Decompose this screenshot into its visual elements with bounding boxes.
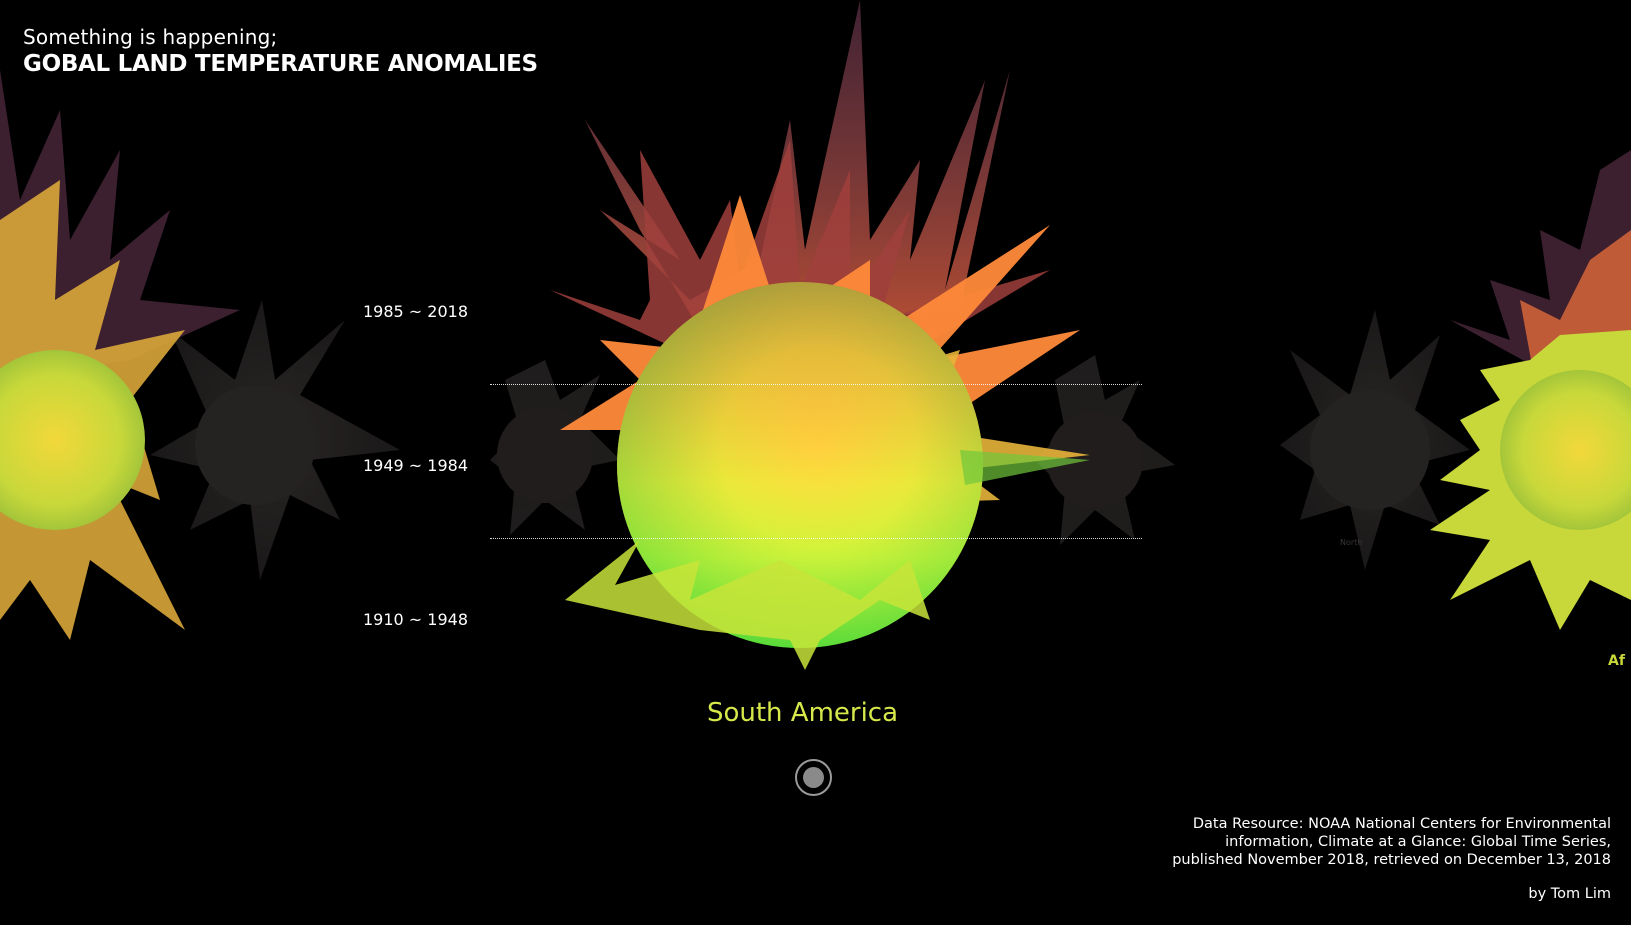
side-globe-left	[0, 70, 240, 640]
page-title: GOBAL LAND TEMPERATURE ANOMALIES	[23, 51, 538, 77]
play-button[interactable]	[795, 759, 832, 796]
page-subtitle: Something is happening;	[23, 25, 278, 49]
region-name: South America	[706, 698, 899, 728]
credits: Data Resource: NOAA National Centers for…	[1051, 815, 1611, 869]
side-globe-right	[1430, 150, 1631, 630]
author-credit: by Tom Lim	[1528, 886, 1611, 902]
era-divider-lower	[490, 538, 1142, 539]
background-globe-center-right	[1035, 355, 1175, 545]
record-circle-icon	[803, 767, 824, 788]
background-globe-center-left	[490, 360, 620, 535]
credits-line: Data Resource: NOAA National Centers for…	[1192, 816, 1611, 832]
svg-text:North: North	[1340, 538, 1362, 547]
background-globe-right	[1280, 310, 1470, 570]
svg-text:Af: Af	[1608, 653, 1626, 669]
credits-line: published November 2018, retrieved on De…	[1172, 852, 1611, 868]
credits-line: information, Climate at a Glance: Global…	[1225, 834, 1611, 850]
header: Something is happening; GOBAL LAND TEMPE…	[23, 24, 538, 78]
background-globe-left	[150, 300, 400, 580]
era-label-early: 1910 ~ 1948	[362, 610, 468, 629]
era-label-mid: 1949 ~ 1984	[362, 456, 468, 475]
south-america-globe	[550, 0, 1090, 670]
era-label-recent: 1985 ~ 2018	[362, 302, 468, 321]
era-divider-upper	[490, 384, 1142, 385]
